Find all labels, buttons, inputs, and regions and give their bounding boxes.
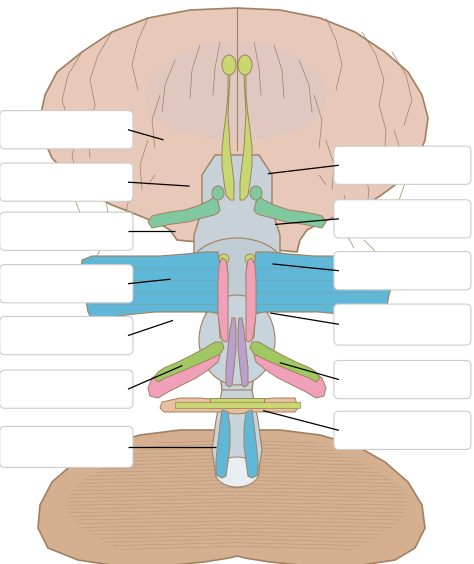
Polygon shape [222,68,234,200]
Ellipse shape [222,55,236,75]
Polygon shape [216,410,230,478]
Polygon shape [240,68,252,200]
Polygon shape [154,342,224,382]
Polygon shape [250,342,320,382]
Polygon shape [212,390,262,488]
Polygon shape [246,258,256,342]
FancyBboxPatch shape [0,426,133,468]
Polygon shape [250,252,394,320]
Ellipse shape [189,238,285,302]
Polygon shape [219,260,228,338]
Polygon shape [246,260,255,338]
Ellipse shape [238,55,252,75]
Polygon shape [254,195,326,228]
Polygon shape [38,430,425,564]
Polygon shape [238,318,248,387]
Ellipse shape [219,254,229,264]
Ellipse shape [212,186,224,200]
Polygon shape [175,402,300,408]
Polygon shape [148,355,220,398]
Polygon shape [144,40,328,142]
FancyBboxPatch shape [334,252,471,290]
Polygon shape [80,252,224,320]
FancyBboxPatch shape [0,163,133,201]
FancyBboxPatch shape [334,360,471,399]
Ellipse shape [215,457,259,487]
Polygon shape [210,398,264,408]
FancyBboxPatch shape [0,111,133,149]
FancyBboxPatch shape [0,370,133,408]
Polygon shape [218,258,228,342]
Ellipse shape [245,254,255,264]
Polygon shape [254,355,326,398]
Polygon shape [194,155,280,465]
FancyBboxPatch shape [0,265,133,303]
FancyBboxPatch shape [334,304,471,345]
Polygon shape [40,8,428,252]
Polygon shape [226,318,236,387]
Ellipse shape [250,186,262,200]
Polygon shape [160,398,298,414]
FancyBboxPatch shape [334,146,471,184]
FancyBboxPatch shape [334,200,471,238]
FancyBboxPatch shape [334,411,471,450]
FancyBboxPatch shape [0,316,133,355]
FancyBboxPatch shape [0,212,133,250]
Ellipse shape [199,295,275,385]
Polygon shape [148,195,220,228]
Polygon shape [244,410,258,478]
